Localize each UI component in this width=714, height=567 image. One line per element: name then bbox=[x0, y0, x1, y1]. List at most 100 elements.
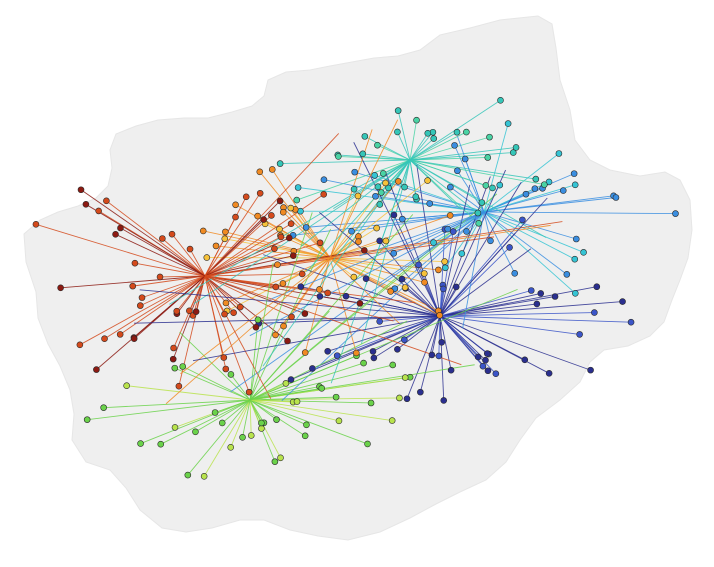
cluster-lightblue-node bbox=[522, 190, 530, 198]
cluster-green-node bbox=[218, 419, 226, 427]
cluster-red-node bbox=[116, 331, 124, 338]
cluster-red-node bbox=[57, 284, 64, 292]
cluster-orange-node bbox=[279, 280, 287, 287]
cluster-orange-node bbox=[222, 299, 230, 307]
cluster-darkblue-node bbox=[309, 365, 316, 372]
cluster-cyan-node bbox=[413, 116, 420, 124]
cluster-green-edge bbox=[203, 399, 251, 477]
cluster-darkblue-node bbox=[483, 350, 491, 357]
cluster-green-node bbox=[364, 440, 371, 448]
cluster-red-node bbox=[289, 252, 297, 259]
cluster-green-node bbox=[335, 417, 343, 425]
cluster-green-node bbox=[293, 398, 301, 405]
cluster-red-edge bbox=[204, 275, 292, 318]
cluster-darkblue-node bbox=[449, 228, 457, 235]
cluster-orange-node bbox=[301, 349, 309, 356]
cluster-red-node bbox=[276, 197, 284, 205]
cluster-lightblue-edge bbox=[483, 184, 576, 213]
cluster-cyan-edge bbox=[396, 131, 411, 161]
cluster-lightblue-node bbox=[463, 228, 470, 235]
cluster-red-node bbox=[131, 259, 139, 267]
cluster-darkblue-edge bbox=[401, 278, 441, 317]
cluster-cyan-edge bbox=[409, 120, 417, 161]
cluster-red-node bbox=[117, 224, 124, 232]
cluster-lightblue-node bbox=[461, 155, 469, 163]
cluster-red-edge bbox=[141, 275, 206, 299]
cluster-lightblue-node bbox=[294, 184, 302, 191]
cluster-lightblue-node bbox=[458, 250, 466, 257]
cluster-red-node bbox=[272, 283, 280, 291]
cluster-orange-node bbox=[212, 242, 220, 250]
cluster-lightblue-node bbox=[451, 142, 458, 149]
cluster-darkblue-node bbox=[428, 351, 436, 359]
cluster-red-node bbox=[101, 335, 108, 343]
cluster-red-node bbox=[130, 335, 138, 342]
cluster-red-edge bbox=[204, 242, 321, 277]
cluster-lightblue-node bbox=[572, 289, 579, 297]
cluster-orange-node bbox=[421, 270, 428, 277]
cluster-green-node bbox=[171, 364, 179, 372]
cluster-darkblue-node bbox=[492, 370, 500, 378]
cluster-green-edge bbox=[187, 399, 251, 476]
cluster-cyan-edge bbox=[338, 155, 411, 161]
cluster-lightblue-edge bbox=[298, 187, 485, 213]
cluster-lightblue-edge bbox=[483, 211, 568, 275]
cluster-green-node bbox=[179, 363, 187, 370]
cluster-red-edge bbox=[204, 236, 282, 277]
cluster-darkblue-node bbox=[479, 362, 487, 370]
cluster-lightblue-node bbox=[372, 192, 379, 200]
cluster-orange-node bbox=[287, 204, 295, 212]
cluster-green-link bbox=[249, 320, 408, 401]
cluster-orange-node bbox=[382, 237, 390, 245]
cluster-red-node bbox=[138, 294, 146, 301]
cluster-cyan-edge bbox=[409, 131, 467, 161]
cluster-cyan-edge bbox=[362, 153, 411, 161]
cluster-green-edge bbox=[140, 399, 251, 444]
cluster-green-edge bbox=[249, 399, 393, 421]
cluster-orange-node bbox=[424, 177, 431, 184]
cluster-green-edge bbox=[249, 399, 307, 426]
cluster-cyan-node bbox=[379, 170, 387, 177]
cluster-darkblue-node bbox=[440, 397, 448, 404]
cluster-red-node bbox=[112, 230, 119, 238]
cluster-green-node bbox=[254, 316, 262, 324]
cluster-lightblue-node bbox=[570, 170, 578, 177]
cluster-lightblue-edge bbox=[374, 174, 485, 213]
cluster-darkblue-node bbox=[438, 338, 445, 346]
cluster-red-node bbox=[159, 235, 166, 242]
cluster-lightblue-node bbox=[531, 185, 539, 192]
cluster-darkblue-edge bbox=[439, 292, 541, 317]
cluster-cyan-node bbox=[359, 150, 367, 158]
cluster-darkblue-link bbox=[439, 184, 471, 317]
cluster-red-node bbox=[320, 191, 328, 198]
cluster-green-edge bbox=[249, 399, 340, 422]
cluster-lightblue-edge bbox=[483, 197, 617, 213]
cluster-red-node bbox=[169, 355, 177, 363]
cluster-red-edge bbox=[204, 275, 250, 393]
cluster-darkblue-edge bbox=[439, 315, 580, 335]
cluster-red-node bbox=[361, 247, 368, 254]
cluster-red-node bbox=[95, 207, 102, 215]
cluster-lightblue-node bbox=[571, 255, 579, 263]
cluster-red-node bbox=[77, 186, 85, 194]
cluster-lightblue-node bbox=[371, 171, 378, 179]
cluster-cyan-node bbox=[376, 201, 384, 208]
cluster-green-node bbox=[171, 424, 179, 431]
cluster-orange-node bbox=[221, 235, 229, 243]
cluster-lightblue-node bbox=[444, 225, 452, 233]
cluster-green-link bbox=[249, 214, 414, 401]
cluster-darkblue-node bbox=[287, 376, 295, 383]
cluster-green-node bbox=[227, 443, 235, 451]
cluster-green-node bbox=[157, 440, 165, 448]
cluster-darkblue-node bbox=[401, 336, 408, 344]
cluster-red-edge bbox=[160, 275, 206, 278]
cluster-lightblue-node bbox=[320, 176, 328, 183]
cluster-cyan-node bbox=[412, 193, 420, 200]
cluster-red-node bbox=[285, 234, 293, 242]
cluster-darkblue-edge bbox=[406, 315, 441, 399]
cluster-red-node bbox=[260, 216, 267, 223]
cluster-cyan-node bbox=[532, 175, 540, 183]
cluster-darkblue-edge bbox=[439, 315, 632, 323]
